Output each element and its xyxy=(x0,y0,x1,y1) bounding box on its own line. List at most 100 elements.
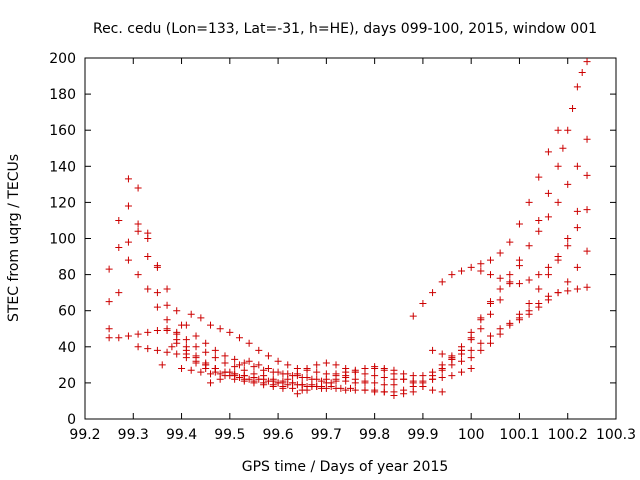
data-point xyxy=(448,372,456,380)
data-point xyxy=(573,285,581,293)
data-point xyxy=(144,235,152,242)
data-point xyxy=(371,379,379,387)
data-point xyxy=(583,135,591,143)
data-point xyxy=(322,359,330,367)
data-point xyxy=(525,310,533,318)
data-point xyxy=(564,242,572,250)
data-point xyxy=(525,299,533,307)
x-tick-label: 99.6 xyxy=(263,427,294,443)
data-point xyxy=(293,390,301,398)
x-axis-label: GPS time / Days of year 2015 xyxy=(242,459,449,475)
data-point xyxy=(535,303,543,311)
data-point xyxy=(173,307,181,315)
data-point xyxy=(535,271,543,279)
data-point xyxy=(544,189,552,197)
data-point xyxy=(496,330,504,338)
data-point xyxy=(124,238,132,246)
data-point xyxy=(351,386,359,394)
data-point xyxy=(467,354,475,362)
data-point xyxy=(124,256,132,264)
data-point xyxy=(544,296,552,304)
data-point xyxy=(429,375,437,383)
data-point xyxy=(535,285,543,293)
data-point xyxy=(115,289,123,297)
data-point xyxy=(332,361,340,369)
data-point xyxy=(467,263,475,271)
data-point xyxy=(163,301,171,309)
data-point xyxy=(515,256,523,264)
data-point xyxy=(235,334,243,342)
data-point xyxy=(124,202,132,210)
data-point xyxy=(173,330,181,338)
data-point xyxy=(578,68,586,76)
data-point xyxy=(569,105,577,113)
data-point xyxy=(477,267,485,275)
data-point xyxy=(438,373,446,381)
data-point xyxy=(187,366,195,374)
data-point xyxy=(332,370,340,378)
y-tick-label: 120 xyxy=(49,195,76,211)
data-point xyxy=(486,332,494,340)
data-point xyxy=(380,388,388,396)
data-point xyxy=(573,263,581,271)
data-point xyxy=(144,345,152,353)
data-point xyxy=(477,339,485,347)
data-point xyxy=(153,303,161,311)
data-point xyxy=(409,372,417,380)
data-point xyxy=(144,285,152,293)
data-point xyxy=(163,316,171,324)
data-point xyxy=(380,373,388,381)
data-point xyxy=(554,289,562,297)
data-point xyxy=(544,271,552,279)
data-point xyxy=(477,325,485,333)
data-point xyxy=(168,343,176,351)
data-point xyxy=(342,386,350,394)
data-point xyxy=(202,348,210,356)
data-point xyxy=(438,388,446,396)
data-point xyxy=(564,180,572,188)
data-point xyxy=(216,375,224,383)
data-point xyxy=(564,287,572,295)
points-layer xyxy=(105,58,591,400)
data-point xyxy=(564,235,572,242)
data-point xyxy=(134,330,142,338)
x-tick-label: 100.2 xyxy=(548,427,588,443)
y-tick-label: 160 xyxy=(49,123,76,139)
data-point xyxy=(573,162,581,170)
data-point xyxy=(245,375,253,383)
data-point xyxy=(506,278,514,286)
data-point xyxy=(192,332,200,340)
data-point xyxy=(429,386,437,394)
data-point xyxy=(342,368,350,376)
data-point xyxy=(371,363,379,371)
data-point xyxy=(496,274,504,282)
data-point xyxy=(496,285,504,293)
data-point xyxy=(409,388,417,396)
data-point xyxy=(583,206,591,214)
data-point xyxy=(245,357,253,365)
data-point xyxy=(255,361,263,369)
data-point xyxy=(400,390,408,398)
data-point xyxy=(573,224,581,232)
data-point xyxy=(467,336,475,344)
data-point xyxy=(158,361,166,369)
data-point xyxy=(274,379,282,387)
x-tick-label: 99.2 xyxy=(69,427,100,443)
data-point xyxy=(313,375,321,383)
data-point xyxy=(409,312,417,320)
data-point xyxy=(303,373,311,381)
data-point xyxy=(390,392,398,400)
data-point xyxy=(134,184,142,192)
data-point xyxy=(371,386,379,394)
data-point xyxy=(496,249,504,257)
data-point xyxy=(438,350,446,358)
y-tick-label: 40 xyxy=(58,340,76,356)
data-point xyxy=(515,280,523,288)
y-tick-label: 180 xyxy=(49,87,76,103)
data-point xyxy=(284,361,292,369)
data-point xyxy=(313,383,321,391)
chart-title: Rec. cedu (Lon=133, Lat=-31, h=HE), days… xyxy=(93,21,597,37)
data-point xyxy=(202,339,210,347)
data-point xyxy=(240,359,248,367)
data-point xyxy=(564,126,572,134)
